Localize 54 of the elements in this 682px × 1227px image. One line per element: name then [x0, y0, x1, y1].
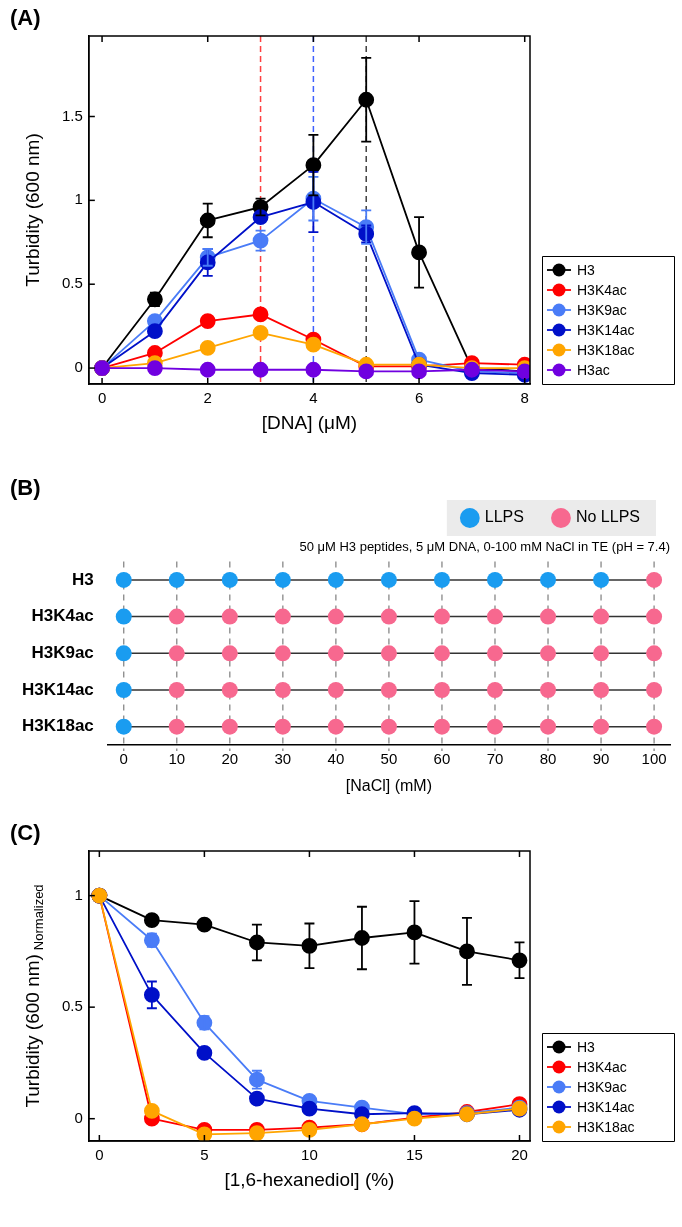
- x-tick-label: 90: [592, 750, 610, 768]
- legend-label: H3K4ac: [577, 1058, 627, 1075]
- x-axis-title: [DNA] (μM): [261, 411, 358, 433]
- legend-label: H3: [577, 261, 596, 278]
- legend-label: LLPS: [484, 508, 524, 526]
- legend-label: H3K4ac: [577, 281, 627, 298]
- chart-title: (B): [10, 475, 41, 501]
- x-tick-label: 60: [433, 750, 451, 768]
- legend-label: H3K9ac: [577, 301, 627, 318]
- y-tick-label: 0.5: [61, 997, 83, 1015]
- legend-label: H3ac: [577, 361, 610, 378]
- x-tick-label: 20: [511, 1146, 528, 1164]
- chart-subtitle: 50 μM H3 peptides, 5 μM DNA, 0-100 mM NaCl in TE (pH = 7.4): [299, 539, 670, 555]
- x-tick-label: 50: [380, 750, 398, 768]
- y-tick-label: H3K4ac: [31, 606, 94, 626]
- x-axis-title: [NaCl] (mM): [345, 777, 433, 795]
- x-axis-title: [1,6-hexanediol] (%): [224, 1168, 395, 1190]
- y-tick-label: 0: [74, 1108, 83, 1126]
- x-tick-label: 0: [97, 389, 107, 407]
- x-tick-label: 80: [539, 750, 557, 768]
- legend-label: H3K18ac: [577, 1118, 635, 1135]
- x-tick-label: 10: [168, 750, 186, 768]
- y-tick-label: 1: [74, 190, 83, 208]
- x-tick-label: 0: [119, 750, 128, 768]
- x-tick-label: 4: [309, 389, 318, 407]
- y-tick-label: H3: [72, 569, 94, 589]
- x-tick-label: 30: [274, 750, 292, 768]
- y-axis-title: Turbidity (600 nm)Normalized: [21, 884, 46, 1108]
- x-tick-label: 70: [486, 750, 504, 768]
- x-tick-label: 10: [301, 1146, 318, 1164]
- y-tick-label: 1: [74, 885, 83, 903]
- x-tick-label: 2: [203, 389, 212, 407]
- y-tick-label: H3K9ac: [31, 642, 94, 662]
- y-axis-title: Turbidity (600 nm): [21, 133, 43, 287]
- x-tick-label: 5: [200, 1146, 209, 1164]
- y-tick-label: H3K14ac: [22, 679, 94, 699]
- x-tick-label: 6: [414, 389, 424, 407]
- legend-label: No LLPS: [575, 508, 641, 526]
- x-tick-label: 8: [520, 389, 529, 407]
- legend-label: H3K14ac: [577, 1098, 635, 1115]
- chart-title: (A): [10, 5, 41, 31]
- legend-label: H3K9ac: [577, 1078, 627, 1095]
- x-tick-label: 100: [641, 750, 667, 768]
- y-tick-label: 0: [74, 358, 83, 376]
- chart-title: (C): [10, 820, 41, 846]
- legend-label: H3K14ac: [577, 321, 635, 338]
- x-tick-label: 40: [327, 750, 345, 768]
- y-tick-label: H3K18ac: [22, 716, 94, 736]
- y-tick-label: 0.5: [61, 274, 83, 292]
- y-tick-label: 1.5: [61, 106, 83, 124]
- legend-label: H3: [577, 1038, 596, 1055]
- x-tick-label: 20: [221, 750, 239, 768]
- x-tick-label: 15: [406, 1146, 423, 1164]
- legend-label: H3K18ac: [577, 341, 635, 358]
